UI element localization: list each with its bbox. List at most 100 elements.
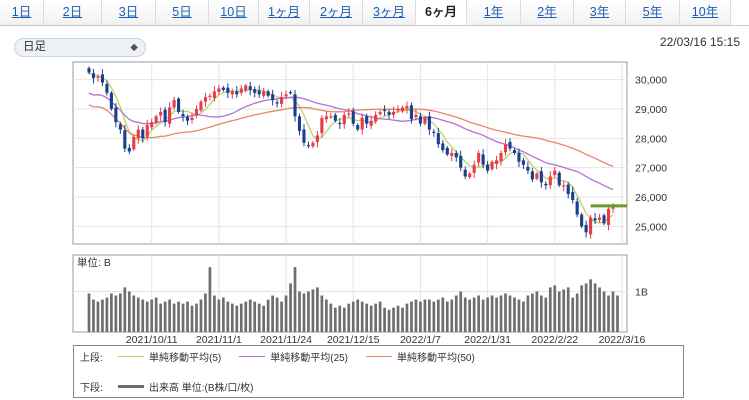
volume-bar — [311, 289, 315, 332]
candle-down — [517, 153, 521, 162]
candle-down — [566, 184, 570, 195]
volume-bar — [96, 301, 100, 332]
legend: 上段: 単純移動平均(5) 単純移動平均(25) 単純移動平均(50) 下段: … — [73, 345, 684, 398]
volume-bar — [513, 297, 516, 332]
legend-upper-row: 上段: 単純移動平均(5) 単純移動平均(25) 単純移動平均(50) — [80, 349, 493, 364]
candle-down — [521, 160, 525, 165]
candle-down — [302, 129, 306, 143]
timestamp: 22/03/16 15:15 — [659, 35, 740, 49]
tab-1[interactable]: 1日 — [0, 0, 44, 25]
candle-down — [512, 150, 517, 153]
volume-bar — [181, 303, 185, 332]
tab-10[interactable]: 1年 — [467, 0, 521, 25]
price-ytick-label: 28,000 — [635, 133, 667, 145]
volume-bar — [571, 297, 575, 332]
volume-bar — [428, 299, 431, 332]
interval-select-value: 日足 — [23, 41, 46, 53]
tab-7[interactable]: 2ヶ月 — [310, 0, 363, 25]
legend-item-volume: 出来高 単位:(B株/口/枚) — [118, 379, 253, 394]
candle-down — [100, 74, 105, 83]
interval-select[interactable]: 日足 ◆ — [14, 38, 146, 57]
volume-bar — [396, 305, 400, 332]
xtick-label: 2022/1/31 — [464, 334, 511, 346]
volume-bar — [280, 301, 283, 332]
candle-down — [409, 105, 414, 120]
volume-bar — [526, 295, 530, 332]
volume-bar — [383, 307, 386, 332]
volume-bar — [136, 297, 140, 332]
volume-bar — [557, 291, 561, 332]
candle-down — [118, 124, 122, 130]
tab-6[interactable]: 1ヶ月 — [259, 0, 310, 25]
tab-12[interactable]: 3年 — [574, 0, 626, 25]
tab-14[interactable]: 10年 — [680, 0, 731, 25]
candle-down — [185, 117, 190, 121]
volume-bar — [114, 295, 118, 332]
volume-bar — [150, 299, 154, 332]
candle-down — [508, 141, 512, 149]
candle-down — [91, 73, 96, 79]
volume-bar — [405, 303, 409, 332]
volume-bar — [450, 299, 454, 332]
volume-unit-label: 単位: B — [77, 256, 111, 269]
candle-down — [253, 89, 257, 93]
tab-2[interactable]: 2日 — [44, 0, 102, 25]
candle-up — [400, 107, 405, 112]
candle-up — [145, 125, 149, 137]
candle-up — [168, 107, 172, 124]
candle-down — [288, 92, 293, 94]
volume-bar — [584, 283, 588, 332]
price-ytick-label: 29,000 — [635, 104, 667, 116]
volume-bar — [213, 295, 216, 332]
tab-8[interactable]: 3ヶ月 — [363, 0, 416, 25]
tab-3[interactable]: 3日 — [102, 0, 156, 25]
volume-bar — [195, 303, 198, 332]
tab-11[interactable]: 2年 — [521, 0, 574, 25]
candle-down — [557, 172, 561, 186]
period-tabs: 1日 2日 3日 5日 10日 1ヶ月 2ヶ月 3ヶ月 6ヶ月 1年 2年 3年 5年 10年 — [0, 0, 749, 26]
volume-bar — [105, 297, 109, 332]
tab-4[interactable]: 5日 — [156, 0, 209, 25]
volume-bar — [562, 289, 566, 332]
candle-down — [257, 90, 261, 95]
volume-bar — [392, 307, 395, 332]
candle-up — [132, 136, 136, 150]
candle-up — [190, 117, 194, 120]
candle-down — [427, 116, 431, 130]
candle-up — [342, 114, 346, 125]
volume-bar — [432, 301, 436, 332]
candle-down — [114, 107, 118, 123]
tab-9[interactable]: 6ヶ月 — [416, 0, 467, 25]
legend-lower-label: 下段: — [80, 382, 103, 394]
candle-up — [378, 111, 382, 115]
candle-down — [584, 224, 588, 233]
price-ytick-label: 27,000 — [635, 163, 667, 175]
volume-bar — [517, 299, 521, 332]
tab-5[interactable]: 10日 — [209, 0, 259, 25]
sma50-line — [88, 104, 614, 168]
candle-up — [468, 173, 472, 178]
volume-bar — [342, 307, 346, 332]
volume-bar — [454, 295, 458, 332]
candle-down — [141, 129, 145, 139]
candle-up — [477, 153, 481, 163]
volume-bar — [575, 293, 579, 332]
candle-down — [418, 116, 422, 124]
volume-bar — [222, 297, 225, 332]
volume-bar — [257, 303, 261, 332]
xtick-label: 2021/11/24 — [260, 334, 312, 346]
candle-down — [333, 114, 337, 121]
tab-13[interactable]: 5年 — [626, 0, 680, 25]
price-ytick-label: 25,000 — [635, 221, 667, 233]
legend-swatch-sma25 — [239, 355, 266, 357]
volume-bar — [553, 285, 557, 332]
xtick-label: 2022/2/22 — [531, 334, 578, 346]
candle-up — [172, 100, 176, 108]
candle-down — [87, 68, 91, 73]
candle-down — [123, 130, 127, 149]
candle-down — [454, 153, 458, 158]
candle-up — [347, 113, 351, 115]
volume-bar — [360, 301, 364, 332]
volume-bar — [351, 301, 355, 332]
